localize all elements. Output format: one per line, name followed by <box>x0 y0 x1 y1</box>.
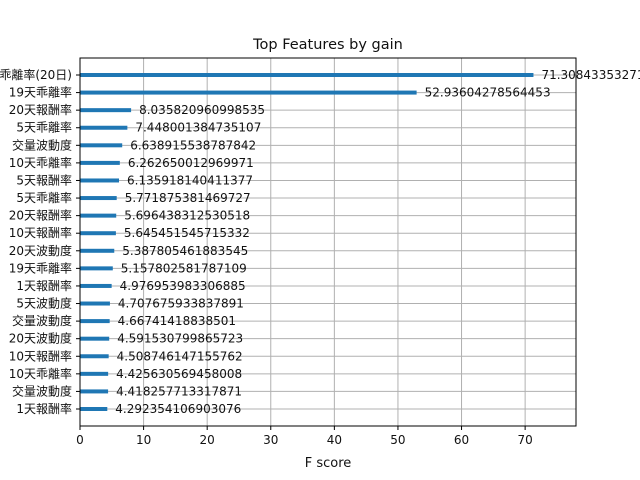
value-label: 4.66741418838501 <box>118 314 236 328</box>
ticks-layer: 0 10 20 30 40 50 60 70 <box>76 74 533 447</box>
value-label: 52.93604278564453 <box>425 86 551 100</box>
value-label: 4.508746147155762 <box>117 349 243 363</box>
value-label: 5.696438312530518 <box>124 209 250 223</box>
value-label: 7.448001384735107 <box>135 121 261 135</box>
value-label: 6.638915538787842 <box>130 138 256 152</box>
labels-layer: 乖離率(20日) 71.30843353271 19天乖離率 52.936042785… <box>0 67 640 416</box>
value-label: 4.976953983306885 <box>120 279 246 293</box>
feature-bar <box>80 160 120 165</box>
category-label: 10天乖離率 <box>9 155 72 170</box>
category-label: 10天報酬率 <box>9 225 72 240</box>
category-label: 19天乖離率 <box>9 85 72 100</box>
x-tick-label: 10 <box>136 433 151 447</box>
grid-layer <box>79 58 576 426</box>
value-label: 4.418257713317871 <box>116 384 242 398</box>
value-label: 5.645451545715332 <box>124 226 250 240</box>
feature-bar <box>80 354 109 359</box>
value-label: 6.262650012969971 <box>128 156 254 170</box>
category-label: 1天報酬率 <box>16 278 72 293</box>
feature-bar <box>80 301 110 306</box>
category-label: 10天報酬率 <box>9 348 72 363</box>
feature-bar <box>80 231 116 236</box>
chart-title: Top Features by gain <box>252 37 403 53</box>
feature-bar <box>80 371 109 376</box>
bars-layer <box>80 73 534 411</box>
category-label: 20天報酬率 <box>9 208 72 223</box>
feature-bar <box>80 213 117 218</box>
x-axis-label: F score <box>305 456 352 471</box>
plot-frame <box>79 57 577 427</box>
x-tick-label: 0 <box>76 433 84 447</box>
category-label: 乖離率(20日) <box>0 67 72 82</box>
value-label: 71.30843353271 <box>541 68 640 82</box>
x-tick-label: 70 <box>517 433 532 447</box>
value-label: 4.292354106903076 <box>115 402 241 416</box>
feature-bar <box>80 178 120 183</box>
feature-bar <box>80 407 108 411</box>
value-label: 5.387805461883545 <box>122 244 248 258</box>
feature-bar <box>80 196 117 201</box>
category-label: 5天乖離率 <box>16 190 72 205</box>
value-label: 4.425630569458008 <box>116 367 242 381</box>
feature-bar <box>80 319 110 324</box>
category-label: 1天報酬率 <box>16 401 72 416</box>
value-label: 4.591530799865723 <box>117 332 243 346</box>
value-label: 6.135918140411377 <box>127 173 253 187</box>
feature-bar <box>80 108 132 113</box>
x-tick-label: 50 <box>390 433 405 447</box>
feature-bar <box>80 248 115 253</box>
value-label: 8.035820960998535 <box>139 103 265 117</box>
category-label: 5天報酬率 <box>16 172 72 187</box>
category-label: 5天波動度 <box>16 296 72 311</box>
feature-bar <box>80 90 417 95</box>
feature-bar <box>80 143 123 148</box>
x-tick-label: 60 <box>454 433 469 447</box>
x-tick-label: 40 <box>327 433 342 447</box>
feature-bar <box>80 283 112 288</box>
category-label: 20天波動度 <box>9 331 72 346</box>
category-label: 19天乖離率 <box>9 260 72 275</box>
value-label: 4.707675933837891 <box>118 297 244 311</box>
feature-bar <box>80 73 534 77</box>
category-label: 交量波動度 <box>12 383 72 398</box>
value-label: 5.157802581787109 <box>121 261 247 275</box>
category-label: 交量波動度 <box>12 137 72 152</box>
feature-bar <box>80 125 128 130</box>
category-label: 10天乖離率 <box>9 366 72 381</box>
value-label: 5.771875381469727 <box>125 191 251 205</box>
feature-bar <box>80 336 110 341</box>
feature-bar <box>80 266 113 271</box>
category-label: 5天乖離率 <box>16 120 72 135</box>
x-tick-label: 30 <box>263 433 278 447</box>
category-label: 20天波動度 <box>9 243 72 258</box>
feature-bar <box>80 389 109 394</box>
category-label: 交量波動度 <box>12 313 72 328</box>
category-label: 20天報酬率 <box>9 102 72 117</box>
x-tick-label: 20 <box>200 433 215 447</box>
